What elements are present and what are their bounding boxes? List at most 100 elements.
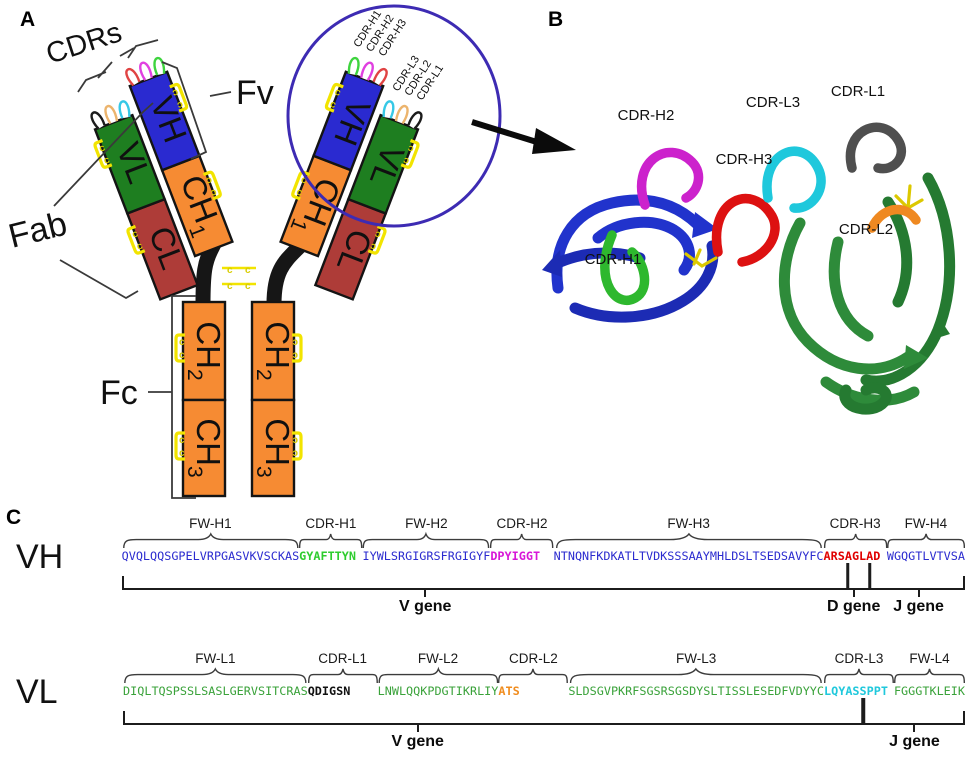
- gene-tick: [917, 588, 920, 597]
- region-label: CDR-H2: [496, 516, 548, 531]
- region-brace: [490, 533, 553, 548]
- region-brace: [308, 668, 378, 683]
- fab-label: Fab: [5, 205, 71, 256]
- gene-tick: [913, 723, 916, 732]
- sequence-text: NTNQNFKDKATLTVDKSSSAAYMHLDSLTSEDSAVYFC: [553, 549, 824, 563]
- sequence-text: DPYIGGT: [490, 549, 541, 563]
- right-vh-cdr-loops: [347, 56, 388, 87]
- ch3-domain-right: [250, 398, 296, 498]
- vl-gene-line: V gene J gene: [123, 698, 965, 760]
- hinge-region: c c c c: [195, 239, 307, 312]
- vh-domain-ribbon: [542, 194, 719, 323]
- vh-chain-label: VH: [16, 538, 64, 576]
- cdr-l3-label: CDR-L3: [746, 94, 800, 111]
- sequence-segment-fw-l2: FW-L2 LNWLQQKPDGTIKRLIY: [378, 651, 499, 700]
- sequence-text: ATS: [498, 684, 520, 698]
- left-vl-cdr-loops: [90, 100, 131, 130]
- gene-label: V gene: [398, 598, 452, 615]
- cdr-l3-loop: [762, 146, 826, 213]
- sequence-text: WGQGTLVTVSA: [886, 549, 965, 563]
- ch2-domain-right: [250, 300, 296, 402]
- region-label: CDR-H1: [305, 516, 357, 531]
- panel-c-sequence-annotation: C VH FW-H1 QVQLQQSGPELVRPGASVKVSCKAS CDR-H…: [0, 506, 965, 760]
- region-label: FW-H3: [667, 516, 710, 531]
- hinge-disulfide-c: c: [227, 265, 233, 276]
- sequence-text: LNWLQQKPDGTIKRLIY: [377, 684, 499, 698]
- cdr-l2-label: CDR-L2: [839, 221, 893, 238]
- sequence-text: SLDSGVPKRFSGSRSGSDYSLTISSLESEDFVDYYC: [568, 684, 825, 698]
- cdrs-annotation: CDRs: [42, 16, 159, 93]
- fv-highlight-circle: [286, 4, 502, 228]
- vh-sequence-row: VH FW-H1 QVQLQQSGPELVRPGASVKVSCKAS CDR-H1 G…: [0, 516, 965, 625]
- sequence-segment-fw-h2: FW-H2 IYWLSRGIGRSFRGIGYF: [362, 516, 490, 565]
- sequence-text: GYAFTTYN: [299, 549, 356, 563]
- sequence-text: QDIGSN: [307, 684, 351, 698]
- fv-label: Fv: [236, 74, 274, 112]
- region-brace: [894, 668, 965, 683]
- region-brace: [824, 668, 894, 683]
- arrow-to-panel-b: [471, 119, 576, 154]
- gene-tick: [416, 723, 419, 732]
- sequence-text: LQYASSPPT: [824, 684, 888, 698]
- right-arm-heavy-cdr-labels: CDR-H1 CDR-H2 CDR-H3: [351, 8, 409, 58]
- region-brace: [123, 668, 308, 683]
- sequence-segment-fw-l3: FW-L3 SLDSGVPKRFSGSRSGSDYSLTISSLESEDFVDYY…: [568, 651, 824, 700]
- panel-b-letter: B: [548, 8, 563, 31]
- gene-tick: [424, 588, 427, 597]
- cdr-h2-label: CDR-H2: [618, 107, 675, 124]
- gene-boundary-divider: [861, 698, 865, 723]
- sequence-text: QVQLQQSGPELVRPGASVKVSCKAS: [121, 549, 300, 563]
- right-vl-cdr-loops: [382, 100, 423, 130]
- hinge-disulfide-c: c: [245, 281, 251, 292]
- gene-bracket-line: [123, 711, 965, 725]
- panel-a-antibody-schematic: A c c c c CH2 CH3 CH2 CH3: [5, 4, 576, 499]
- ch3-label: CH3: [183, 418, 227, 477]
- vl-chain-label: VL: [16, 673, 58, 711]
- vh-gene-line: V gene D gene J gene: [121, 563, 965, 625]
- sequence-text: ARSAGLAD: [823, 549, 881, 563]
- vh-segments: FW-H1 QVQLQQSGPELVRPGASVKVSCKAS CDR-H1 GYAF…: [122, 516, 965, 565]
- gene-label: J gene: [889, 733, 940, 750]
- fv-annotation: Fv: [161, 61, 274, 160]
- region-label: FW-H1: [189, 516, 232, 531]
- gene-boundary-divider: [867, 563, 872, 588]
- figure-top: c c A c c c c CH2 CH3 CH2 CH3: [5, 4, 956, 499]
- panel-c-letter: C: [6, 506, 22, 529]
- gene-label: V gene: [391, 733, 444, 750]
- sequence-segment-fw-h3: FW-H3 NTNQNFKDKATLTVDKSSSAAYMHLDSLTSEDSAV…: [554, 516, 824, 565]
- region-brace: [498, 668, 568, 683]
- right-arm-light-cdr-labels: CDR-L3 CDR-L2 CDR-L1: [390, 54, 446, 103]
- cdr-h1-label: CDR-H1: [585, 251, 642, 268]
- gene-boundary-divider: [846, 563, 850, 588]
- sequence-text: IYWLSRGIGRSFRGIGYF: [362, 549, 491, 563]
- fc-label: Fc: [100, 374, 138, 412]
- cdr-loops-3d: [600, 122, 921, 306]
- fc-annotation: Fc: [100, 295, 196, 499]
- sequence-segment-cdr-h3: CDR-H3 ARSAGLAD: [824, 516, 887, 565]
- ch2-label: CH2: [183, 321, 227, 380]
- cdr-l2-loop: [867, 204, 921, 233]
- sequence-segment-cdr-h2: CDR-H2 DPYIGGT: [490, 516, 553, 565]
- sequence-segment-cdr-h1: CDR-H1 GYAFTTYN: [299, 516, 362, 565]
- sequence-segment-fw-h4: FW-H4 WGQGTLVTVSA: [887, 516, 965, 565]
- panel-a-letter: A: [20, 8, 35, 31]
- region-brace: [122, 533, 300, 548]
- sequence-segment-cdr-l3: CDR-L3 LQYASSPPT: [824, 651, 894, 700]
- ch3-domain-left: [181, 398, 227, 498]
- sequence-segment-cdr-l2: CDR-L2 ATS: [498, 651, 568, 700]
- gene-bracket-line: [121, 576, 965, 590]
- hinge-disulfide-c: c: [227, 281, 233, 292]
- region-label: FW-L4: [909, 651, 950, 666]
- fc-stem: CH2 CH3 CH2 CH3: [174, 300, 303, 498]
- cdr-h3-label: CDR-H3: [716, 151, 773, 168]
- region-label: FW-L1: [195, 651, 236, 666]
- region-label: CDR-L2: [508, 651, 558, 666]
- region-label: CDR-L3: [834, 651, 884, 666]
- region-label: FW-H2: [405, 516, 448, 531]
- region-label: FW-L2: [417, 651, 459, 666]
- left-fab-arm: VL CL VH CH1: [90, 56, 234, 301]
- hinge-disulfide-c: c: [245, 265, 251, 276]
- sequence-text: FGGGTKLEIK: [893, 684, 965, 698]
- region-label: FW-H4: [904, 516, 948, 531]
- region-brace: [378, 668, 499, 683]
